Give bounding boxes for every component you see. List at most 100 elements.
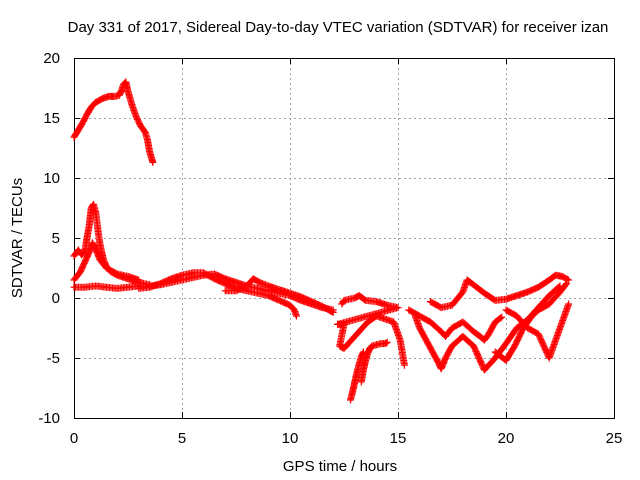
- data-point-run: [559, 302, 572, 324]
- data-series: [346, 348, 367, 404]
- data-point: [135, 276, 143, 284]
- data-point-run: [442, 325, 455, 339]
- data-series: [411, 282, 564, 374]
- y-tick-label: -10: [38, 410, 60, 427]
- data-point-run: [291, 308, 300, 318]
- data-point-run: [417, 313, 433, 325]
- data-series: [135, 269, 300, 320]
- data-point-run: [358, 349, 367, 360]
- data-point-run: [471, 328, 483, 340]
- data-point-run: [93, 96, 105, 106]
- y-tick-label: 10: [43, 170, 60, 187]
- data-point-run: [423, 337, 436, 355]
- data-point-run: [251, 276, 262, 286]
- data-point-run: [320, 303, 332, 313]
- data-series: [405, 306, 506, 344]
- data-point-run: [367, 343, 375, 352]
- data-point-run: [396, 338, 408, 368]
- data-point-run: [428, 319, 444, 335]
- data-point-run: [464, 277, 476, 288]
- data-point-run: [481, 355, 498, 373]
- data-point: [400, 361, 408, 369]
- data-point-run: [364, 346, 373, 356]
- data-point-run: [326, 307, 336, 316]
- data-point-run: [460, 333, 476, 349]
- x-tick-label: 5: [178, 430, 186, 447]
- data-point-run: [71, 269, 84, 283]
- data-point-run: [71, 127, 82, 140]
- data-point-run: [503, 307, 519, 319]
- data-point: [329, 308, 337, 316]
- data-point: [292, 312, 300, 320]
- data-point-run: [81, 250, 92, 265]
- data-series: [491, 280, 570, 364]
- data-point-run: [442, 343, 455, 361]
- data-point-run: [560, 273, 571, 283]
- data-series: [70, 200, 154, 289]
- data-point-run: [492, 314, 505, 325]
- data-point-run: [460, 319, 476, 335]
- data-point-run: [536, 277, 552, 290]
- data-series: [502, 300, 573, 362]
- data-series: [70, 239, 143, 284]
- data-point-run: [525, 325, 541, 337]
- y-tick-label: -5: [47, 350, 60, 367]
- data-point-run: [138, 124, 148, 135]
- data-point-run: [374, 313, 396, 325]
- data-point-run: [77, 259, 88, 274]
- x-tick-label: 20: [498, 430, 515, 447]
- data-point-run: [485, 319, 498, 337]
- data-point-run: [546, 283, 563, 299]
- data-point-run: [449, 289, 466, 308]
- data-series: [70, 78, 157, 166]
- data-point-run: [88, 99, 99, 110]
- data-series: [334, 292, 408, 369]
- data-point-run: [78, 248, 88, 258]
- data-point-run: [429, 349, 442, 367]
- plot-frame: [74, 58, 615, 419]
- data-point-run: [124, 89, 136, 109]
- data-series: [357, 338, 391, 386]
- data-point-run: [481, 331, 492, 343]
- tick-layer: 0 5 10 15 20 25 -10 -5 0 5 10 15 20: [38, 50, 622, 447]
- data-point-run: [104, 265, 120, 277]
- data-point-run: [503, 343, 518, 363]
- data-point-run: [416, 325, 429, 343]
- data-point-run: [118, 82, 127, 93]
- data-point-run: [79, 112, 90, 125]
- data-point: [562, 280, 570, 288]
- x-tick-label: 0: [70, 430, 78, 447]
- chart-title: Day 331 of 2017, Sidereal Day-to-day VTE…: [68, 19, 609, 36]
- data-point-run: [557, 281, 570, 295]
- data-series: [426, 271, 573, 312]
- data-point-run: [503, 325, 520, 346]
- y-tick-label: 15: [43, 110, 60, 127]
- x-tick-label: 15: [390, 430, 407, 447]
- data-point-run: [92, 209, 102, 231]
- x-tick-label: 10: [282, 430, 299, 447]
- data-point-run: [201, 270, 217, 282]
- data-series: [221, 275, 337, 316]
- data-point-run: [339, 298, 347, 307]
- data-point-run: [75, 120, 86, 133]
- data-point-run: [511, 325, 527, 349]
- data-point-run: [546, 350, 555, 360]
- y-tick-label: 20: [43, 50, 60, 67]
- data-point-run: [529, 307, 541, 319]
- data-point-run: [514, 313, 531, 331]
- data-point-run: [336, 322, 348, 348]
- x-axis-label: GPS time / hours: [283, 458, 397, 475]
- data-point-run: [356, 292, 368, 304]
- data-point-run: [546, 289, 563, 307]
- data-layer: [70, 78, 573, 404]
- data-point: [498, 313, 506, 321]
- data-point-run: [341, 319, 371, 351]
- y-tick-label: 0: [52, 290, 60, 307]
- data-point-run: [374, 340, 383, 348]
- data-point-run: [148, 156, 156, 165]
- data-point-run: [116, 88, 125, 98]
- data-point-run: [84, 104, 95, 117]
- data-point: [565, 276, 573, 284]
- data-point-run: [471, 282, 487, 296]
